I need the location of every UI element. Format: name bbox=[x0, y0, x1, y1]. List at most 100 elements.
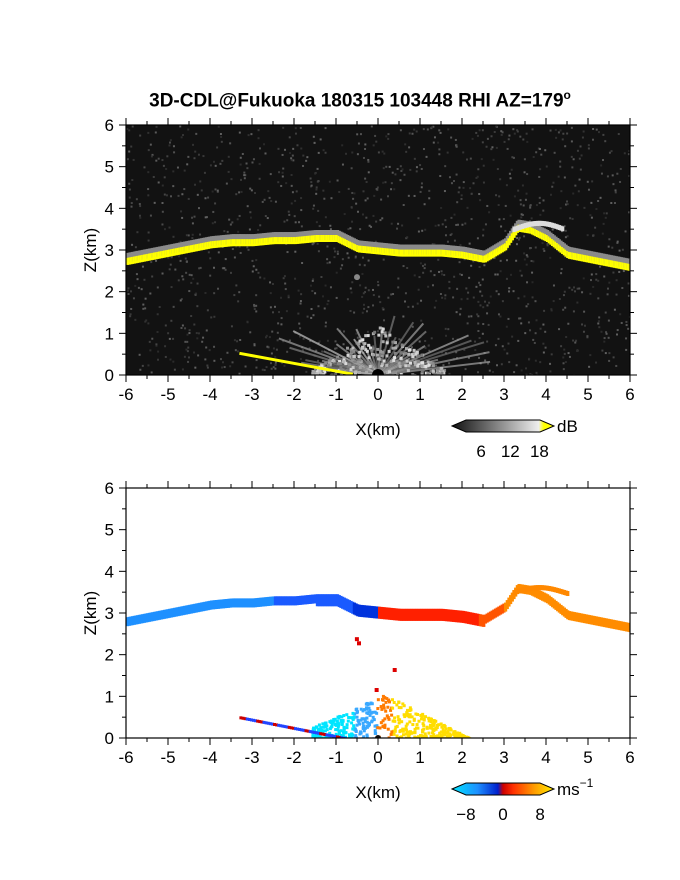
reflectivity-layer-core bbox=[403, 249, 407, 257]
reflectivity-layer-core bbox=[154, 252, 158, 260]
velocity-layer-cell bbox=[376, 606, 380, 619]
velocity-fan-speck bbox=[336, 725, 340, 729]
reflectivity-fan-speck bbox=[372, 353, 376, 357]
reflectivity-noise-speck bbox=[315, 188, 318, 191]
reflectivity-layer-core bbox=[265, 237, 269, 245]
reflectivity-noise-speck bbox=[446, 240, 449, 243]
reflectivity-layer-core bbox=[166, 249, 170, 257]
reflectivity-noise-speck bbox=[577, 190, 580, 193]
reflectivity-layer-halo bbox=[567, 246, 572, 257]
reflectivity-noise-speck bbox=[249, 331, 252, 334]
reflectivity-layer-core bbox=[398, 249, 402, 257]
reflectivity-noise-speck bbox=[367, 306, 370, 309]
velocity-fan-speck bbox=[411, 723, 415, 727]
velocity-layer-cell bbox=[265, 597, 269, 607]
reflectivity-noise-speck bbox=[470, 192, 473, 195]
reflectivity-noise-speck bbox=[518, 317, 521, 320]
reflectivity-noise-speck bbox=[280, 296, 283, 299]
reflectivity-noise-speck bbox=[353, 192, 356, 195]
velocity-layer-cell bbox=[339, 595, 343, 608]
reflectivity-layer-core bbox=[591, 256, 595, 264]
reflectivity-noise-speck bbox=[424, 263, 427, 266]
reflectivity-layer-core bbox=[181, 246, 185, 254]
reflectivity-noise-speck bbox=[267, 190, 270, 193]
reflectivity-noise-speck bbox=[542, 199, 545, 202]
velocity-fan-speck bbox=[391, 719, 395, 723]
reflectivity-noise-speck bbox=[188, 332, 191, 335]
reflectivity-noise-speck bbox=[597, 320, 600, 323]
velocity-layer-cell bbox=[564, 608, 568, 618]
reflectivity-noise-speck bbox=[410, 346, 413, 349]
reflectivity-colorbar-tick-label: 12 bbox=[501, 442, 520, 461]
reflectivity-noise-speck bbox=[425, 155, 428, 158]
velocity-ground-clutter bbox=[249, 718, 253, 722]
reflectivity-noise-speck bbox=[497, 293, 500, 296]
velocity-layer-cell bbox=[213, 600, 217, 610]
reflectivity-noise-speck bbox=[239, 251, 242, 254]
velocity-fan-speck bbox=[320, 736, 324, 738]
reflectivity-fan-speck bbox=[438, 369, 442, 373]
reflectivity-fan-speck bbox=[399, 373, 403, 375]
reflectivity-layer-core bbox=[241, 239, 246, 247]
reflectivity-noise-speck bbox=[458, 186, 461, 189]
reflectivity-noise-speck bbox=[179, 259, 182, 262]
reflectivity-noise-speck bbox=[559, 165, 562, 168]
reflectivity-noise-speck bbox=[519, 317, 522, 320]
reflectivity-noise-speck bbox=[202, 155, 205, 158]
reflectivity-noise-speck bbox=[274, 200, 277, 203]
reflectivity-noise-speck bbox=[519, 269, 522, 272]
reflectivity-fan-speck bbox=[353, 372, 357, 375]
reflectivity-noise-speck bbox=[141, 265, 144, 268]
reflectivity-fan-speck bbox=[319, 371, 323, 375]
reflectivity-layer-core bbox=[569, 252, 573, 260]
reflectivity-layer-core bbox=[320, 235, 325, 242]
reflectivity-layer-core bbox=[367, 246, 372, 254]
reflectivity-noise-speck bbox=[438, 153, 441, 156]
velocity-fan-speck bbox=[407, 736, 411, 738]
reflectivity-noise-speck bbox=[399, 179, 402, 182]
reflectivity-noise-speck bbox=[243, 174, 246, 177]
reflectivity-layer-core bbox=[606, 259, 610, 267]
reflectivity-fan-speck bbox=[413, 363, 417, 367]
velocity-layer-cell bbox=[351, 601, 355, 614]
reflectivity-noise-speck bbox=[180, 298, 183, 301]
reflectivity-noise-speck bbox=[141, 364, 144, 367]
velocity-fan-speck bbox=[354, 736, 358, 738]
velocity-fan-speck bbox=[401, 727, 405, 731]
reflectivity-noise-speck bbox=[224, 258, 227, 261]
reflectivity-fan-speck bbox=[408, 361, 412, 365]
reflectivity-noise-speck bbox=[398, 338, 401, 341]
reflectivity-noise-speck bbox=[365, 310, 368, 313]
reflectivity-fan-speck bbox=[420, 372, 424, 375]
reflectivity-noise-speck bbox=[542, 248, 545, 251]
reflectivity-noise-speck bbox=[213, 359, 216, 362]
reflectivity-noise-speck bbox=[335, 296, 338, 299]
velocity-fan-speck bbox=[391, 706, 395, 710]
reflectivity-layer-core bbox=[337, 235, 341, 243]
reflectivity-noise-speck bbox=[370, 225, 373, 228]
velocity-layer-cell bbox=[171, 608, 175, 618]
reflectivity-noise-speck bbox=[576, 350, 579, 353]
reflectivity-noise-speck bbox=[485, 145, 488, 148]
reflectivity-layer-core bbox=[297, 236, 301, 244]
reflectivity-noise-speck bbox=[373, 194, 376, 197]
reflectivity-noise-speck bbox=[534, 246, 537, 249]
reflectivity-fan-speck bbox=[390, 363, 394, 367]
velocity-layer-cell bbox=[161, 610, 165, 620]
velocity-fan-speck bbox=[381, 694, 385, 698]
velocity-fan-speck bbox=[382, 725, 386, 729]
reflectivity-noise-speck bbox=[509, 214, 512, 217]
velocity-ground-clutter bbox=[275, 723, 279, 727]
reflectivity-fan-speck bbox=[368, 364, 372, 368]
velocity-ground-clutter bbox=[239, 716, 243, 720]
reflectivity-noise-speck bbox=[144, 297, 147, 300]
reflectivity-x-tick-label: -4 bbox=[202, 385, 217, 404]
velocity-layer-cell bbox=[416, 608, 420, 621]
reflectivity-noise-speck bbox=[444, 165, 447, 168]
reflectivity-noise-speck bbox=[209, 257, 212, 260]
reflectivity-noise-speck bbox=[155, 259, 158, 262]
velocity-layer-cell bbox=[275, 596, 279, 606]
reflectivity-fan-speck bbox=[369, 346, 373, 350]
velocity-fan-speck bbox=[336, 715, 340, 719]
